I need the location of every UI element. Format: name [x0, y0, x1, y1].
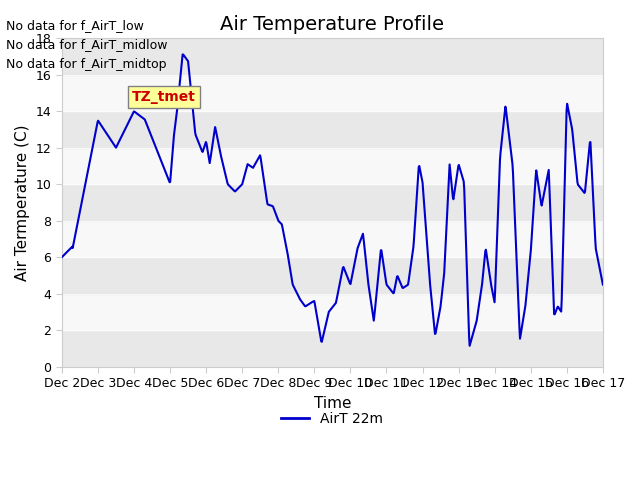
Legend: AirT 22m: AirT 22m	[276, 407, 389, 432]
Y-axis label: Air Termperature (C): Air Termperature (C)	[15, 124, 30, 281]
Text: No data for f_AirT_midlow: No data for f_AirT_midlow	[6, 38, 168, 51]
Bar	[62, 257, 603, 294]
Bar	[62, 148, 603, 184]
Title: Air Temperature Profile: Air Temperature Profile	[220, 15, 444, 34]
Bar	[62, 38, 603, 75]
Text: No data for f_AirT_midtop: No data for f_AirT_midtop	[6, 58, 167, 71]
Bar	[62, 184, 603, 221]
X-axis label: Time: Time	[314, 396, 351, 410]
Bar	[62, 75, 603, 111]
Bar	[62, 294, 603, 330]
Text: TZ_tmet: TZ_tmet	[132, 90, 196, 104]
Bar	[62, 111, 603, 148]
Bar	[62, 330, 603, 367]
Bar	[62, 221, 603, 257]
Text: No data for f_AirT_low: No data for f_AirT_low	[6, 19, 144, 32]
